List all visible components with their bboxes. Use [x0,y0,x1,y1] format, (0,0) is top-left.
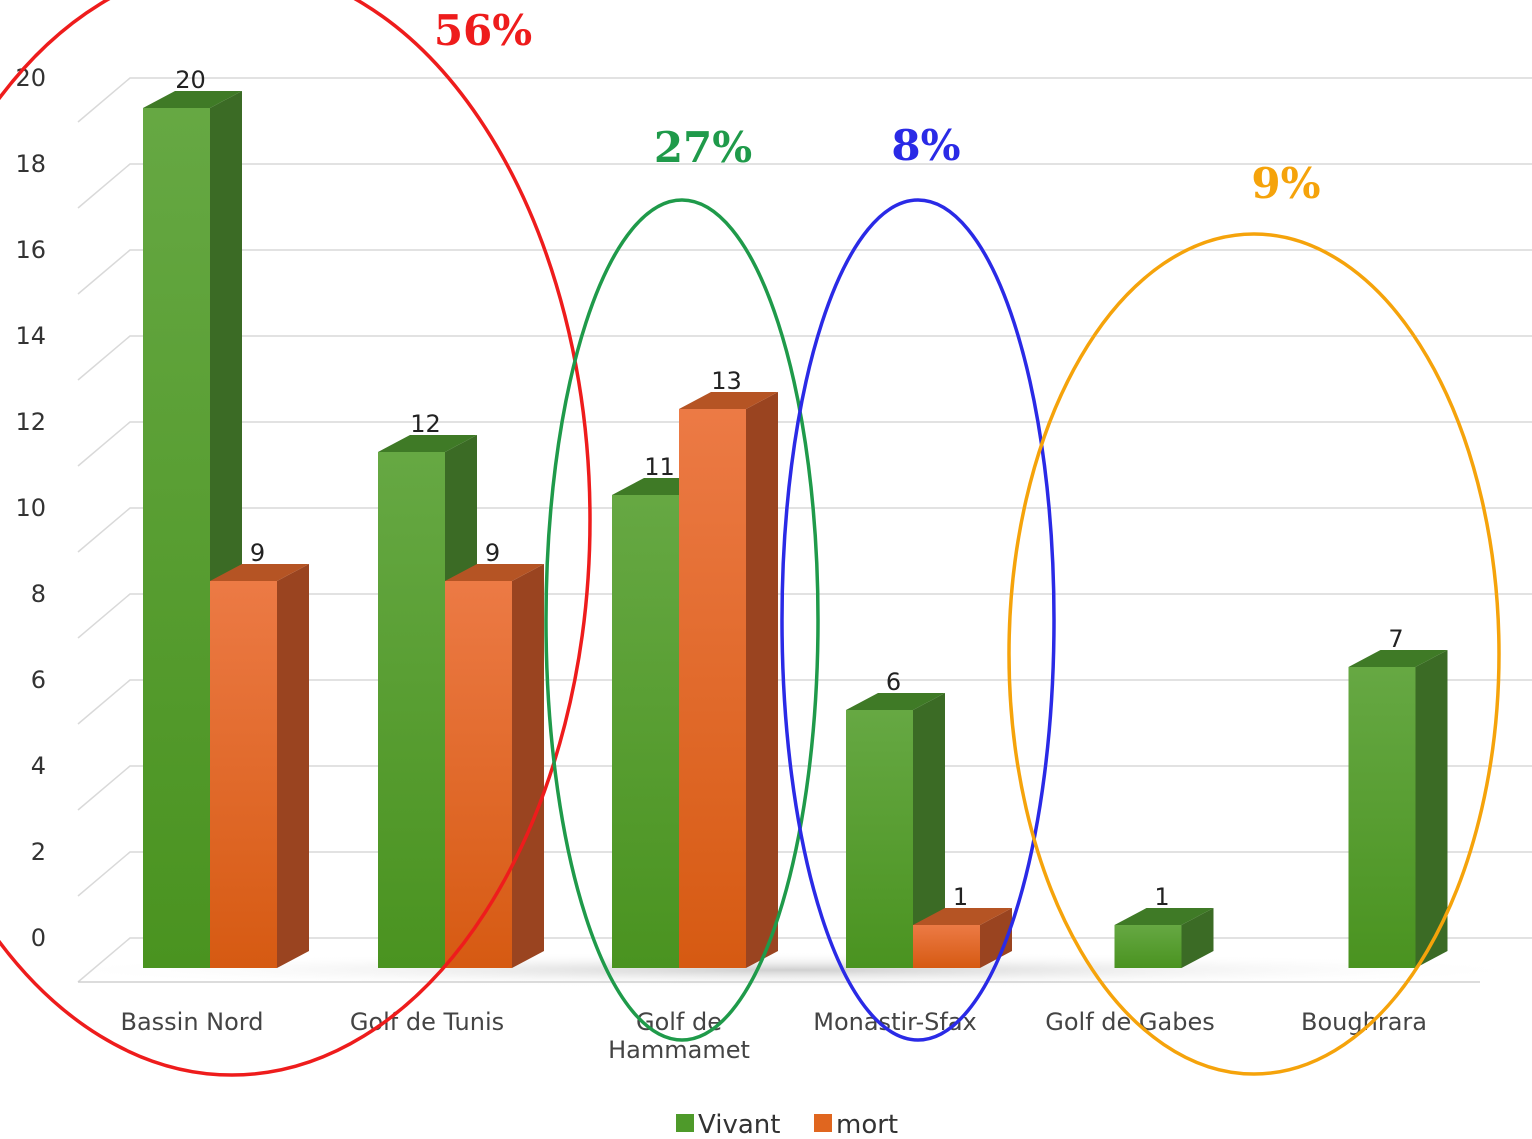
bar-mort-bassin-nord-front [210,581,277,968]
legend-label-vivant: Vivant [698,1110,780,1139]
annotation-pct-3: 8% [891,121,960,170]
bar-mort-golf-de-hammamet-side [746,392,778,968]
y-tick-2: 2 [31,838,46,866]
data-label-mort-golf-de-tunis: 9 [485,539,500,567]
x-label-bassin-nord: Bassin Nord [120,1008,263,1036]
y-tick-14: 14 [15,322,46,350]
data-label-vivant-golf-de-tunis: 12 [410,410,441,438]
data-label-vivant-golf-de-gabes: 1 [1154,883,1169,911]
bar-mort-golf-de-hammamet-top [679,392,778,409]
gridline-14 [77,335,1532,381]
data-label-vivant-boughrara: 7 [1388,625,1403,653]
y-tick-16: 16 [15,236,46,264]
x-label-golf-de-tunis: Golf de Tunis [350,1008,504,1036]
y-tick-0: 0 [31,924,46,952]
y-axis-ticks: 0 2 4 6 8 10 12 14 16 18 20 [15,64,46,952]
annotation-pct-2: 27% [654,123,752,172]
bar-vivant-golf-de-gabes-front [1114,925,1182,968]
gridline-18 [77,163,1532,209]
bar-mort-golf-de-hammamet [679,392,778,968]
legend-swatch-vivant [676,1114,694,1132]
y-tick-4: 4 [31,752,46,780]
y-tick-12: 12 [15,408,46,436]
bar-vivant-boughrara [1348,650,1448,968]
y-tick-10: 10 [15,494,46,522]
bar-vivant-golf-de-hammamet-front [612,495,679,968]
gridline-4 [77,765,1532,811]
gridline-6 [77,679,1532,725]
data-label-vivant-bassin-nord: 20 [175,66,206,94]
bar-mort-bassin-nord-side [277,564,309,968]
legend: Vivant mort [676,1110,898,1139]
y-tick-18: 18 [15,150,46,178]
bar-vivant-golf-de-tunis-top [378,435,477,452]
bar-mort-monastir-sfax-top [913,908,1012,925]
bar-vivant-golf-de-gabes-top [1114,908,1214,925]
bar-mort-monastir-sfax-front [913,925,980,968]
annotation-pct-4: 9% [1251,159,1320,208]
bar-vivant-boughrara-side [1415,650,1448,968]
bar-vivant-boughrara-top [1348,650,1448,667]
data-label-mort-monastir-sfax: 1 [953,883,968,911]
gridline-0 [77,937,1532,983]
data-label-mort-golf-de-hammamet: 13 [711,367,742,395]
annotation-ellipse-1 [0,0,592,1077]
bar-mort-golf-de-tunis-front [445,581,512,968]
annotations: 56% 27% 8% 9% [0,0,1501,1077]
gridline-2 [77,851,1532,897]
bar-mort-bassin-nord [210,564,309,968]
data-label-mort-bassin-nord: 9 [250,539,265,567]
x-label-boughrara: Boughrara [1301,1008,1427,1036]
bar-vivant-golf-de-gabes-side [1181,908,1214,968]
annotation-ellipse-4 [1007,232,1501,1076]
x-label-golf-de-gabes: Golf de Gabes [1045,1008,1214,1036]
bars [143,91,1448,968]
bar-vivant-monastir-sfax-side [913,693,945,968]
legend-swatch-mort [814,1114,832,1132]
x-label-monastir-sfax: Monastir-Sfax [813,1008,976,1036]
bar-vivant-monastir-sfax-top [846,693,945,710]
annotation-ellipse-2 [544,198,820,1042]
data-label-vivant-golf-de-hammamet: 11 [644,453,675,481]
bar-mort-bassin-nord-top [210,564,309,581]
bar-mort-golf-de-hammamet-front [679,409,746,968]
bar-vivant-bassin-nord-front [143,108,210,968]
bar-mort-golf-de-tunis-top [445,564,544,581]
bar-vivant-monastir-sfax-front [846,710,913,968]
data-label-vivant-monastir-sfax: 6 [886,668,901,696]
bar-mort-monastir-sfax [913,908,1012,968]
bar-vivant-golf-de-gabes [1114,908,1214,968]
bar-vivant-golf-de-tunis-front [378,452,445,968]
bar-vivant-bassin-nord-top [143,91,242,108]
y-tick-8: 8 [31,580,46,608]
x-axis-categories: Bassin Nord Golf de Tunis Golf de HammametM… [120,1008,1426,1064]
gridline-20 [77,77,1532,123]
gridline-12 [77,421,1532,467]
y-tick-6: 6 [31,666,46,694]
bar-mort-golf-de-tunis-side [512,564,544,968]
annotation-ellipse-3 [780,198,1056,1042]
bar-vivant-monastir-sfax [846,693,945,968]
gridline-8 [77,593,1532,639]
bar-mort-monastir-sfax-side [980,908,1012,968]
legend-label-mort: mort [836,1110,898,1139]
annotation-pct-1: 56% [434,6,532,55]
y-tick-20: 20 [15,64,46,92]
bar-vivant-boughrara-front [1348,667,1416,968]
gridline-16 [77,249,1532,295]
gridline-10 [77,507,1532,553]
bar-mort-golf-de-tunis [445,564,544,968]
